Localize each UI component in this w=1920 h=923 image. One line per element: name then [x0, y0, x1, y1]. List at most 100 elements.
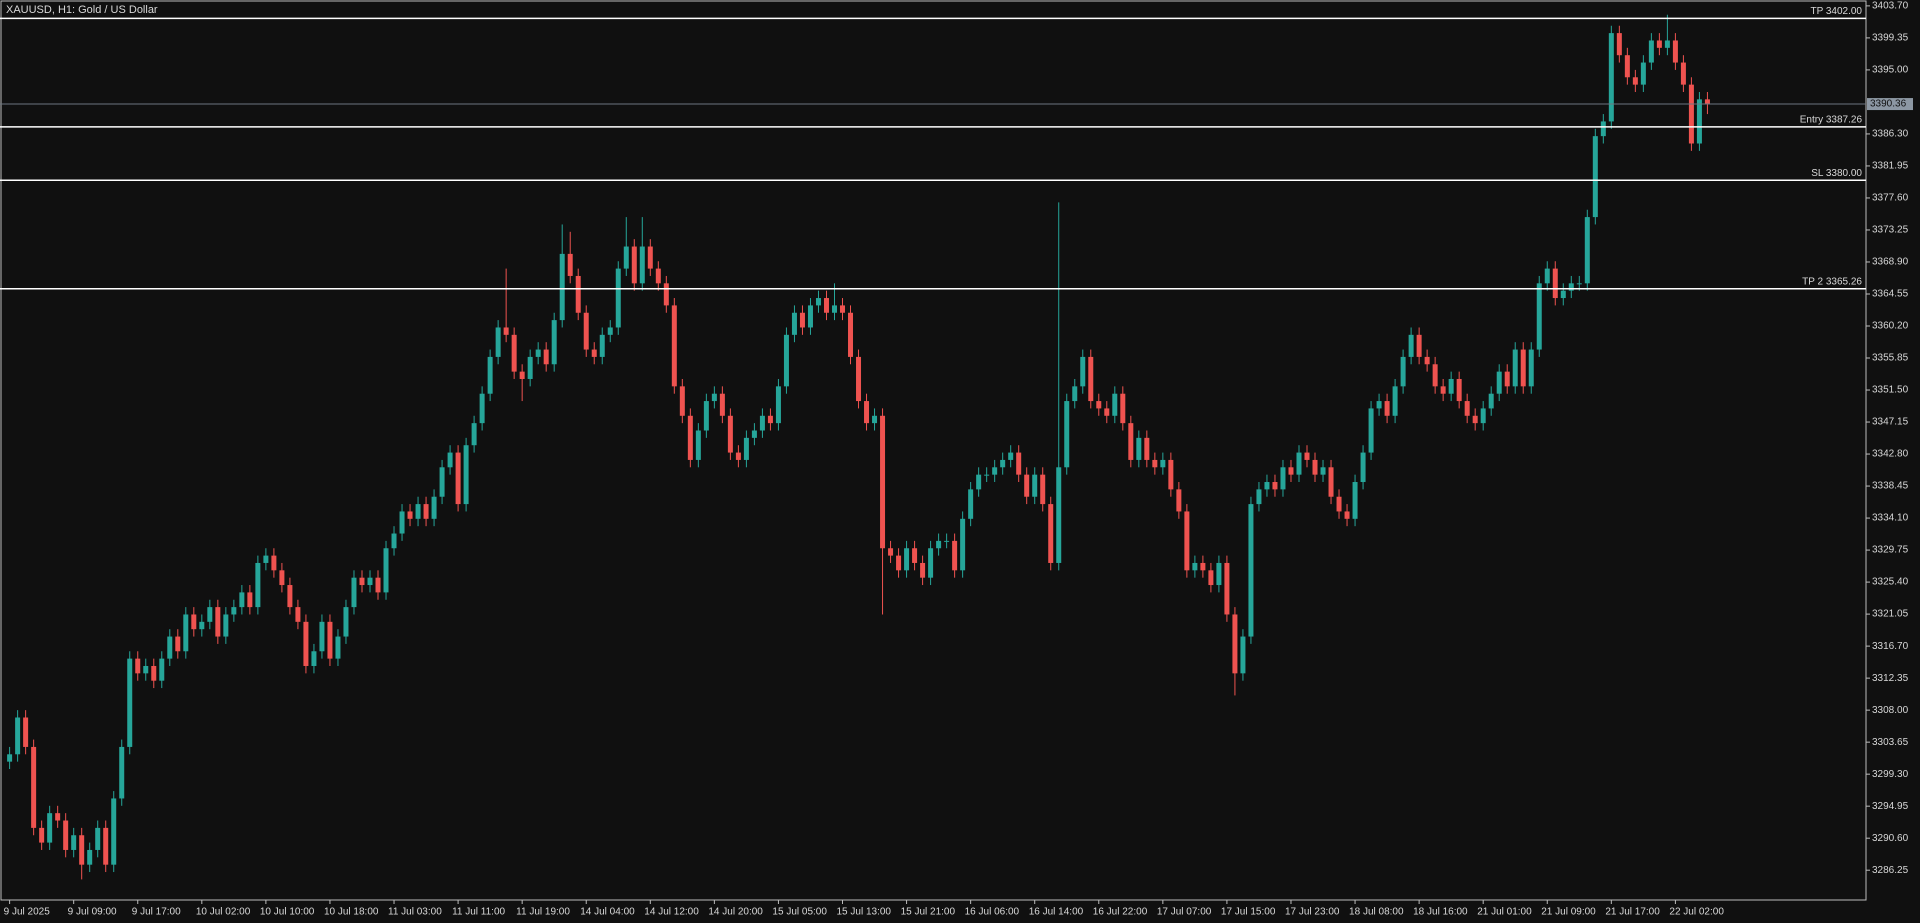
- candle-body: [1272, 482, 1278, 490]
- candle-body: [583, 312, 589, 350]
- level-label: SL 3380.00: [1811, 168, 1862, 179]
- candle-body: [840, 305, 846, 313]
- candle-body: [1016, 452, 1022, 475]
- candle-body: [615, 268, 621, 328]
- candle-body: [431, 496, 437, 519]
- candle-body: [399, 511, 405, 534]
- candle-body: [743, 437, 749, 460]
- candle-body: [119, 746, 125, 799]
- candle-body: [383, 548, 389, 593]
- candle-body: [1608, 33, 1614, 122]
- candle-body: [175, 636, 181, 652]
- candle-body: [1624, 55, 1630, 78]
- candle-body: [191, 614, 197, 630]
- candle-body: [495, 327, 501, 357]
- candle-body: [679, 386, 685, 416]
- candle-body: [1376, 401, 1382, 409]
- x-tick-label: 22 Jul 02:00: [1669, 907, 1724, 918]
- candle-body: [1056, 467, 1062, 563]
- candle-body: [1696, 99, 1702, 144]
- candle-body: [279, 570, 285, 586]
- y-tick-label: 3373.25: [1872, 225, 1909, 236]
- x-tick-label: 18 Jul 16:00: [1413, 907, 1468, 918]
- candle-body: [799, 312, 805, 328]
- candle-body: [263, 555, 269, 563]
- candle-body: [1392, 386, 1398, 416]
- candle-body: [831, 305, 837, 313]
- candle-body: [864, 401, 870, 424]
- candle-body: [87, 849, 93, 865]
- candle-body: [1256, 489, 1262, 505]
- y-tick-label: 3360.20: [1872, 321, 1909, 332]
- candle-body: [447, 452, 453, 468]
- candle-body: [207, 607, 213, 622]
- candle-body: [1296, 452, 1302, 475]
- candle-body: [1176, 489, 1182, 512]
- candle-body: [1112, 393, 1118, 416]
- candle-body: [519, 371, 525, 379]
- candle-body: [159, 658, 165, 681]
- y-tick-label: 3399.35: [1872, 33, 1909, 44]
- candle-body: [1432, 364, 1438, 387]
- candle-body: [7, 754, 13, 762]
- candle-body: [287, 585, 293, 608]
- candle-body: [944, 540, 950, 542]
- candle-body: [1232, 614, 1238, 674]
- candle-body: [1424, 356, 1430, 365]
- candle-body: [623, 246, 629, 269]
- candle-body: [111, 798, 117, 865]
- candle-body: [39, 827, 45, 843]
- candle-body: [759, 415, 765, 431]
- candle-body: [639, 246, 645, 284]
- candle-body: [231, 607, 237, 615]
- candle-body: [351, 577, 357, 608]
- candle-body: [15, 717, 21, 755]
- x-tick-label: 10 Jul 18:00: [324, 907, 379, 918]
- candle-body: [487, 356, 493, 394]
- candle-body: [687, 415, 693, 460]
- candle-body: [1616, 33, 1622, 56]
- candle-body: [655, 268, 661, 284]
- candle-body: [47, 813, 53, 843]
- candle-body: [1152, 459, 1158, 468]
- candle-body: [1448, 378, 1454, 394]
- candle-body: [984, 474, 990, 476]
- candle-body: [968, 489, 974, 519]
- y-tick-label: 3329.75: [1872, 545, 1909, 556]
- candle-body: [904, 548, 910, 571]
- candle-body: [1336, 496, 1342, 512]
- candle-body: [1488, 393, 1494, 409]
- candle-body: [807, 305, 813, 328]
- candle-body: [896, 555, 902, 571]
- candle-body: [719, 393, 725, 416]
- candle-body: [199, 621, 205, 630]
- candle-body: [1408, 334, 1414, 357]
- candle-body: [375, 577, 381, 593]
- candle-body: [1672, 40, 1678, 63]
- candle-body: [95, 827, 101, 850]
- candle-body: [1024, 474, 1030, 497]
- candle-body: [1568, 283, 1574, 291]
- candle-body: [1656, 40, 1662, 48]
- candle-body: [880, 415, 886, 549]
- candle-body: [1200, 562, 1206, 571]
- candle-body: [151, 665, 157, 681]
- candle-body: [271, 555, 277, 571]
- candle-body: [391, 533, 397, 549]
- candle-body: [976, 474, 982, 490]
- candle-body: [1440, 386, 1446, 394]
- candle-body: [1368, 408, 1374, 453]
- candle-body: [1184, 511, 1190, 571]
- candle-body: [319, 621, 325, 652]
- candle-body: [455, 452, 461, 505]
- candle-body: [295, 607, 301, 622]
- candle-body: [872, 415, 878, 424]
- y-tick-label: 3377.60: [1872, 193, 1909, 204]
- candle-body: [247, 592, 253, 608]
- candle-body: [952, 540, 958, 571]
- candle-body: [543, 349, 549, 365]
- y-tick-label: 3308.00: [1872, 705, 1909, 716]
- candle-body: [1168, 459, 1174, 490]
